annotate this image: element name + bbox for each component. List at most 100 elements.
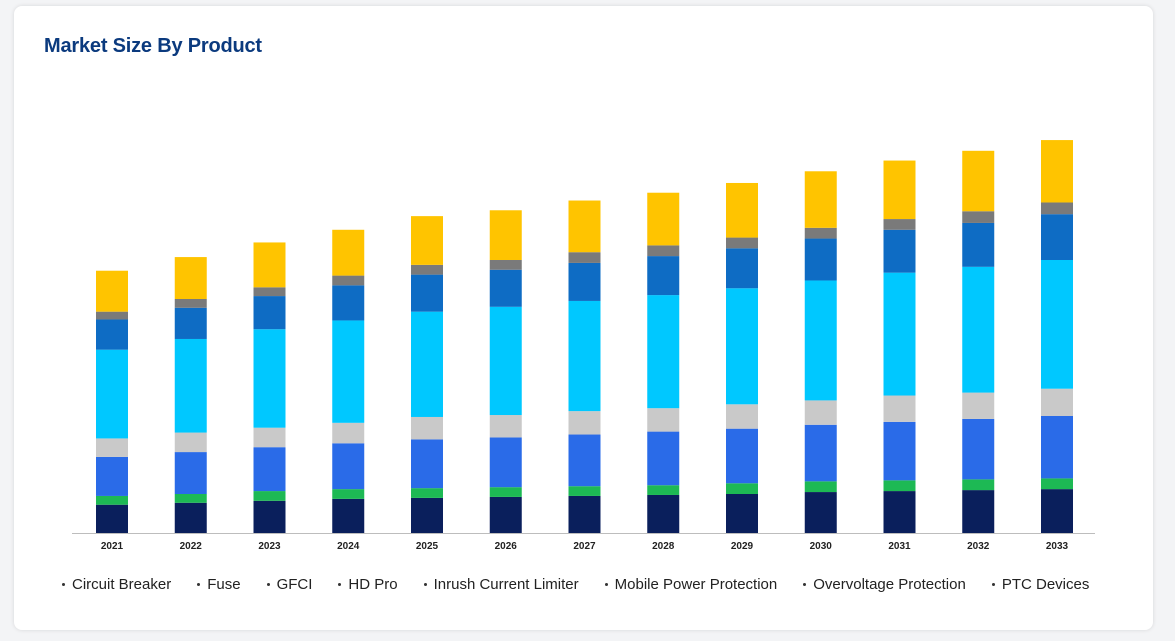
bar-segment-2027-2 (568, 434, 601, 487)
bar-segment-2032-7 (962, 150, 995, 212)
bar-segment-2025-4 (411, 311, 443, 417)
bar-segment-2024-2 (332, 443, 365, 490)
bar-segment-2021-1 (96, 495, 128, 505)
bar-segment-2023-2 (253, 447, 286, 492)
bar-segment-2030-0 (804, 492, 837, 533)
bar-segment-2033-7 (1041, 140, 1073, 203)
bar-segment-2027-3 (568, 411, 601, 435)
legend-bullet-icon (423, 583, 427, 586)
bar-segment-2021-4 (96, 349, 128, 439)
bar-segment-2027-6 (568, 252, 601, 263)
bar-segment-2031-2 (883, 421, 916, 481)
x-tick-label-2031: 2031 (888, 541, 911, 552)
bar-segment-2029-4 (726, 288, 758, 405)
bar-segment-2021-7 (96, 270, 128, 312)
bar-segment-2033-0 (1041, 489, 1073, 533)
bar-segment-2028-0 (647, 494, 680, 533)
x-tick-label-2026: 2026 (495, 541, 518, 552)
x-tick-label-2032: 2032 (967, 541, 990, 552)
bar-segment-2027-7 (568, 200, 601, 253)
legend-item-2: GFCI (266, 576, 313, 593)
bar-segment-2022-1 (174, 494, 207, 503)
legend-label: GFCI (276, 576, 313, 593)
bar-segment-2022-2 (174, 452, 207, 494)
bar-segment-2033-6 (1041, 202, 1073, 215)
bar-segment-2022-3 (174, 432, 207, 453)
bar-segment-2027-4 (568, 300, 601, 412)
bar-segment-2030-4 (804, 280, 837, 401)
bar-segment-2029-1 (726, 483, 758, 494)
bar-segment-2023-3 (253, 427, 286, 448)
bar-segment-2026-0 (489, 496, 522, 533)
chart-legend: Circuit Breaker Fuse GFCI HD Pro Inrush Curr… (62, 576, 1089, 593)
bar-segment-2023-4 (253, 329, 286, 428)
bar-segment-2028-5 (647, 256, 680, 296)
bar-segment-2024-1 (332, 489, 365, 499)
x-tick-label-2028: 2028 (652, 541, 675, 552)
bar-segment-2033-5 (1041, 214, 1073, 260)
bar-segment-2021-0 (96, 504, 128, 533)
bar-segment-2033-4 (1041, 260, 1073, 389)
x-tick-label-2030: 2030 (810, 541, 833, 552)
x-tick-label-2029: 2029 (731, 541, 754, 552)
bar-segment-2023-1 (253, 491, 286, 501)
bar-segment-2024-7 (332, 229, 365, 276)
legend-label: PTC Devices (1001, 576, 1090, 593)
bar-segment-2029-5 (726, 248, 758, 289)
bar-segment-2026-6 (489, 260, 522, 270)
bar-segment-2027-1 (568, 486, 601, 496)
chart-title: Market Size By Product (44, 35, 262, 57)
x-tick-label-2022: 2022 (180, 541, 203, 552)
legend-label: Inrush Current Limiter (433, 576, 579, 593)
x-tick-label-2027: 2027 (573, 541, 596, 552)
bar-segment-2024-4 (332, 320, 365, 423)
legend-item-3: HD Pro (338, 576, 398, 593)
bar-segment-2032-5 (962, 222, 995, 267)
bar-segment-2029-2 (726, 428, 758, 484)
legend-bullet-icon (266, 583, 270, 586)
legend-label: Overvoltage Protection (813, 576, 966, 593)
x-tick-label-2025: 2025 (416, 541, 439, 552)
bar-segment-2022-6 (174, 299, 207, 308)
bar-segment-2032-3 (962, 392, 995, 419)
bar-segment-2029-3 (726, 404, 758, 429)
x-tick-label-2033: 2033 (1046, 541, 1069, 552)
bar-segment-2022-0 (174, 502, 207, 533)
legend-bullet-icon (197, 583, 201, 586)
legend-item-7: PTC Devices (991, 576, 1090, 593)
x-tick-label-2021: 2021 (101, 541, 124, 552)
bar-segment-2032-2 (962, 418, 995, 480)
bar-segment-2031-7 (883, 160, 916, 220)
bar-segment-2030-1 (804, 481, 837, 493)
bar-segment-2028-7 (647, 192, 680, 246)
legend-bullet-icon (338, 583, 342, 586)
bar-segment-2033-2 (1041, 416, 1073, 479)
bar-segment-2021-2 (96, 456, 128, 496)
bar-segment-2023-6 (253, 287, 286, 297)
legend-item-4: Inrush Current Limiter (423, 576, 579, 593)
bar-segment-2026-1 (489, 487, 522, 497)
bar-segment-2025-7 (411, 216, 443, 265)
bar-segment-2026-5 (489, 269, 522, 307)
bar-segment-2024-0 (332, 498, 365, 533)
bar-segment-2022-7 (174, 257, 207, 299)
bar-segment-2023-5 (253, 296, 286, 330)
legend-bullet-icon (604, 583, 608, 586)
bar-segment-2025-6 (411, 264, 443, 275)
bar-segment-2027-5 (568, 262, 601, 301)
x-tick-label-2023: 2023 (258, 541, 281, 552)
bar-segment-2033-3 (1041, 388, 1073, 416)
bar-segment-2024-3 (332, 422, 365, 444)
bar-segment-2032-1 (962, 479, 995, 491)
bar-segment-2025-2 (411, 439, 443, 489)
bar-segment-2031-3 (883, 395, 916, 422)
bar-segment-2028-2 (647, 431, 680, 486)
bar-segment-2033-1 (1041, 478, 1073, 490)
bar-segment-2026-3 (489, 415, 522, 438)
bar-segment-2025-5 (411, 274, 443, 312)
legend-label: Circuit Breaker (72, 576, 172, 593)
bar-segment-2021-6 (96, 311, 128, 320)
bar-segment-2029-0 (726, 494, 758, 533)
bar-segment-2025-0 (411, 497, 443, 533)
